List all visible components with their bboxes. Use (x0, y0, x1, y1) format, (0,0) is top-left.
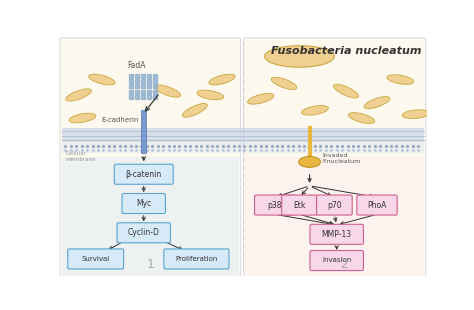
Text: Cellular
membrane: Cellular membrane (65, 151, 96, 162)
Text: Invasion: Invasion (322, 258, 351, 264)
Ellipse shape (299, 157, 320, 167)
Bar (62, 128, 424, 142)
Ellipse shape (348, 113, 374, 123)
Bar (62, 157, 239, 276)
Text: 1: 1 (147, 258, 155, 271)
FancyBboxPatch shape (244, 38, 426, 277)
FancyBboxPatch shape (317, 195, 352, 215)
Text: Proliferation: Proliferation (175, 256, 218, 262)
Ellipse shape (182, 104, 207, 117)
Ellipse shape (364, 96, 390, 109)
FancyBboxPatch shape (310, 250, 364, 271)
FancyBboxPatch shape (310, 224, 364, 244)
FancyBboxPatch shape (255, 195, 295, 215)
Text: Survival: Survival (82, 256, 110, 262)
FancyBboxPatch shape (282, 195, 317, 215)
Text: 2: 2 (340, 258, 348, 271)
Ellipse shape (69, 113, 96, 123)
Text: β-catenin: β-catenin (126, 170, 162, 179)
Ellipse shape (334, 84, 358, 98)
Text: Invaded
F.nucleatum: Invaded F.nucleatum (323, 153, 361, 164)
FancyBboxPatch shape (357, 195, 397, 215)
Text: PhoA: PhoA (367, 201, 387, 210)
Ellipse shape (197, 90, 224, 100)
Text: Cyclin-D: Cyclin-D (128, 228, 160, 237)
Ellipse shape (301, 106, 328, 115)
Text: Myc: Myc (136, 199, 151, 208)
Ellipse shape (264, 46, 334, 67)
Text: E-cadherin: E-cadherin (102, 117, 139, 123)
Ellipse shape (209, 74, 235, 85)
Text: Fusobacteria nucleatum: Fusobacteria nucleatum (271, 46, 421, 56)
FancyBboxPatch shape (164, 249, 229, 269)
FancyBboxPatch shape (68, 249, 124, 269)
FancyBboxPatch shape (114, 164, 173, 184)
Bar (62, 142, 424, 153)
Ellipse shape (387, 75, 414, 84)
Text: p38: p38 (267, 201, 282, 210)
Ellipse shape (155, 85, 181, 97)
Ellipse shape (89, 74, 115, 85)
Ellipse shape (271, 77, 297, 90)
Text: MMP-13: MMP-13 (322, 230, 352, 239)
Ellipse shape (66, 89, 91, 101)
Ellipse shape (402, 110, 429, 119)
Text: p70: p70 (327, 201, 342, 210)
FancyBboxPatch shape (122, 193, 165, 214)
Bar (141, 110, 146, 153)
FancyBboxPatch shape (117, 223, 171, 243)
Text: Etk: Etk (293, 201, 306, 210)
Text: FadA: FadA (128, 60, 146, 69)
Ellipse shape (247, 93, 274, 104)
FancyBboxPatch shape (60, 38, 241, 277)
Bar (245, 157, 424, 276)
